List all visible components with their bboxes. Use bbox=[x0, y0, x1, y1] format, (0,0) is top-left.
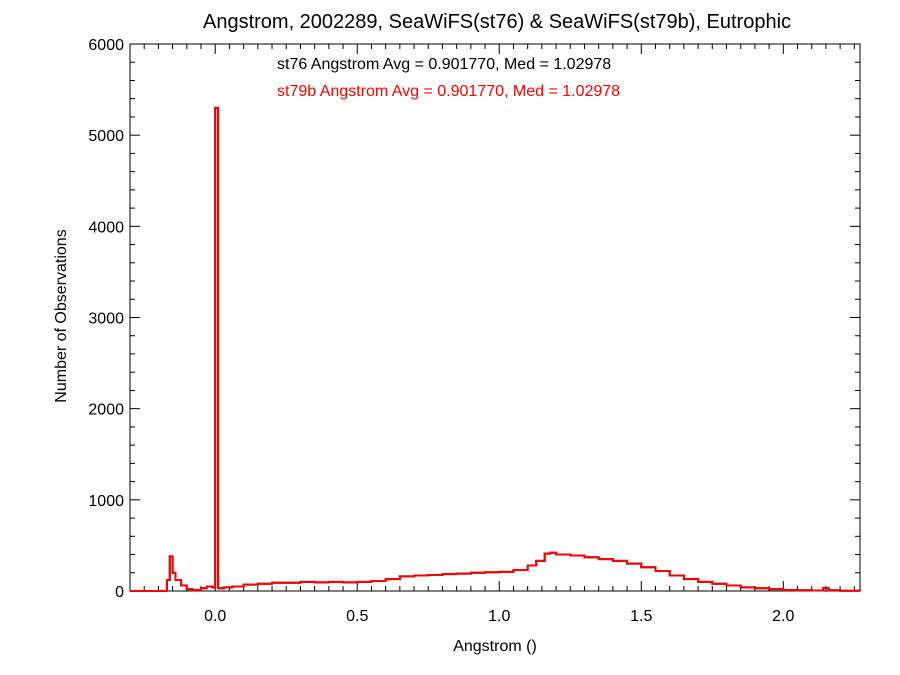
y-tick-label: 1000 bbox=[88, 493, 124, 510]
y-tick-label: 5000 bbox=[88, 128, 124, 145]
y-tick-label: 2000 bbox=[88, 402, 124, 419]
x-tick-label: 1.0 bbox=[488, 608, 510, 625]
plot-frame bbox=[129, 43, 861, 592]
y-tick-label: 6000 bbox=[88, 37, 124, 54]
series-group bbox=[130, 106, 861, 592]
x-tick-label: 1.5 bbox=[630, 608, 652, 625]
legend-st76-annotation: st76 Angstrom Avg = 0.901770, Med = 1.02… bbox=[277, 56, 611, 73]
x-axis-label: Angstrom () bbox=[453, 638, 537, 655]
y-tick-label: 0 bbox=[115, 584, 124, 601]
chart-title: Angstrom, 2002289, SeaWiFS(st76) & SeaWi… bbox=[203, 11, 791, 33]
axis-ticks: 0.0 0.5 1.0 1.5 2.0 0 1000 2000 3000 4000 5000 6000 bbox=[88, 37, 860, 625]
y-tick-label: 3000 bbox=[88, 311, 124, 328]
y-tick-label: 4000 bbox=[88, 219, 124, 236]
x-tick-label: 2.0 bbox=[772, 608, 794, 625]
y-axis-label: Number of Observations bbox=[53, 229, 70, 402]
series-st79b-line bbox=[130, 106, 861, 592]
x-tick-label: 0.0 bbox=[204, 608, 226, 625]
x-tick-label: 0.5 bbox=[346, 608, 368, 625]
legend-st79b-annotation: st79b Angstrom Avg = 0.901770, Med = 1.0… bbox=[277, 83, 620, 100]
series-st76-line bbox=[130, 106, 861, 592]
